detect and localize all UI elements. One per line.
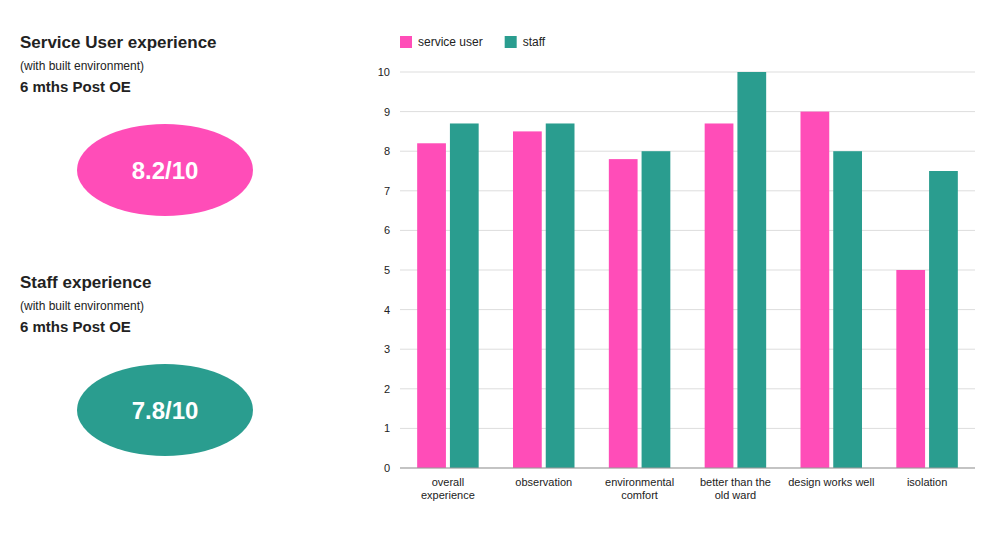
bar	[801, 112, 830, 468]
grid-line	[400, 270, 975, 271]
legend: service user staff	[400, 35, 546, 49]
bar	[929, 171, 958, 468]
panel-label: Staff experience	[20, 273, 151, 292]
legend-swatch	[400, 36, 412, 48]
bar	[705, 123, 734, 468]
grid-line	[400, 428, 975, 429]
bar	[513, 131, 542, 468]
grid-line	[400, 388, 975, 389]
y-tick-label: 2	[384, 383, 390, 395]
x-tick-label: environmentalcomfort	[605, 476, 674, 501]
bar	[609, 159, 638, 468]
grid-line	[400, 190, 975, 191]
panel-label: 6 mths Post OE	[20, 78, 131, 95]
bar	[450, 123, 479, 468]
grid-line	[400, 72, 975, 73]
x-tick-label: better than theold ward	[700, 476, 771, 501]
x-tick-label: observation	[515, 476, 572, 488]
y-tick-label: 9	[384, 106, 390, 118]
legend-label: staff	[523, 35, 546, 49]
legend-swatch	[505, 36, 517, 48]
x-axis-line	[400, 468, 975, 469]
grid-line	[400, 468, 975, 469]
panel-label: 6 mths Post OE	[20, 318, 131, 335]
y-tick-label: 8	[384, 145, 390, 157]
panel-label: Service User experience	[20, 33, 217, 52]
bar	[546, 123, 575, 468]
x-tick-label: overallexperience	[421, 476, 475, 501]
score-text: 7.8/10	[132, 397, 199, 424]
y-tick-label: 10	[378, 66, 390, 78]
y-tick-label: 1	[384, 422, 390, 434]
bar	[896, 270, 925, 468]
grid-line	[400, 111, 975, 112]
legend-label: service user	[418, 35, 483, 49]
y-tick-label: 0	[384, 462, 390, 474]
y-tick-label: 5	[384, 264, 390, 276]
y-tick-label: 7	[384, 185, 390, 197]
grid-line	[400, 230, 975, 231]
score-text: 8.2/10	[132, 157, 199, 184]
bar	[417, 143, 446, 468]
score-ellipse	[77, 124, 253, 216]
x-tick-label: design works well	[788, 476, 874, 488]
bar	[642, 151, 671, 468]
y-tick-label: 3	[384, 343, 390, 355]
chart: Service User experience (with built envir…	[0, 0, 1000, 545]
grid	[400, 72, 975, 468]
x-tick-label: isolation	[907, 476, 947, 488]
grid-line	[400, 349, 975, 350]
panel-label: (with built environment)	[20, 299, 144, 313]
score-panel: Service User experience (with built envir…	[20, 33, 253, 216]
panel-label: (with built environment)	[20, 59, 144, 73]
y-tick-label: 4	[384, 304, 390, 316]
bars	[417, 72, 958, 468]
y-tick-label: 6	[384, 224, 390, 236]
grid-line	[400, 151, 975, 152]
bar	[833, 151, 862, 468]
score-ellipse	[77, 364, 253, 456]
bar	[737, 72, 766, 468]
grid-line	[400, 309, 975, 310]
score-panel: Staff experience (with built environment)…	[20, 273, 253, 456]
